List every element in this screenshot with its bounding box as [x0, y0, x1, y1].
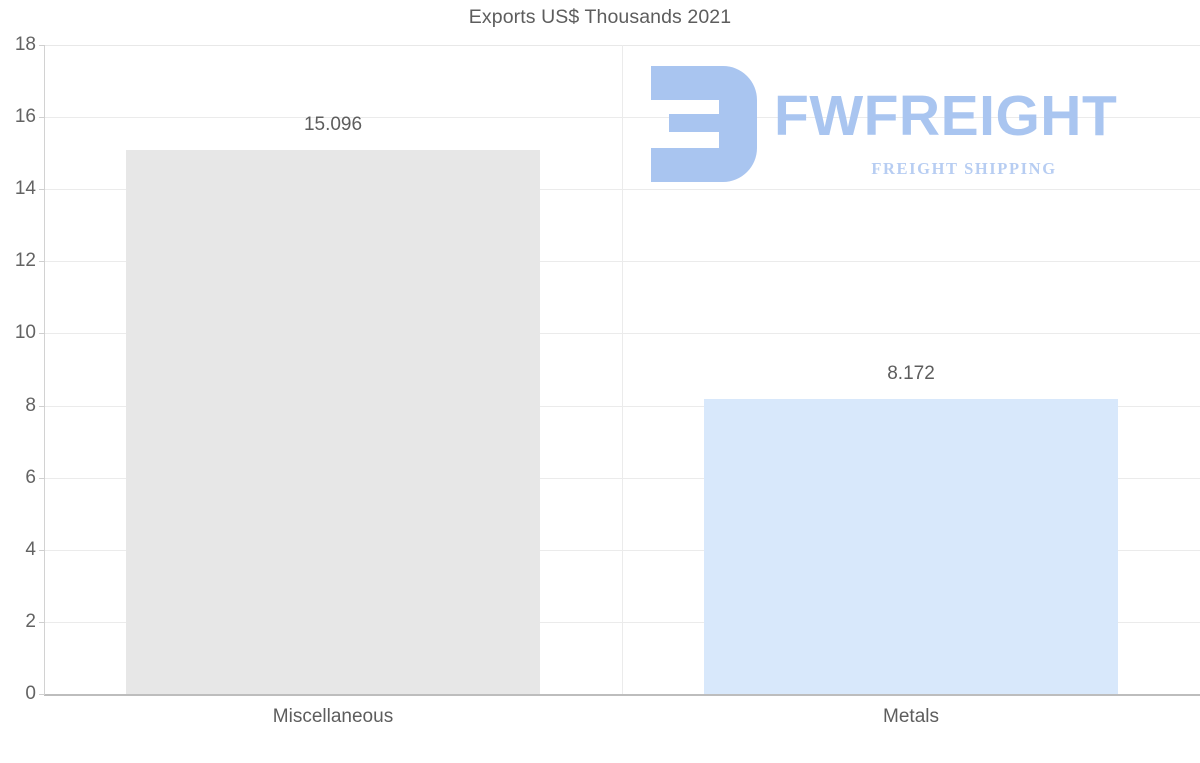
- y-tick-mark: [39, 694, 45, 695]
- y-tick-label: 0: [25, 683, 36, 704]
- x-tick-label: Metals: [883, 706, 939, 727]
- y-tick-label: 12: [14, 250, 36, 272]
- y-tick-mark: [39, 333, 45, 335]
- y-tick-label: 18: [14, 34, 36, 55]
- plot-area: [44, 45, 1200, 695]
- y-tick-mark: [39, 189, 45, 191]
- x-axis-line: [44, 694, 1200, 696]
- y-tick-label: 2: [25, 610, 36, 632]
- y-axis-line: [44, 45, 45, 695]
- y-tick-mark: [39, 117, 45, 119]
- y-tick-label: 8: [25, 394, 36, 416]
- y-tick-mark: [39, 45, 45, 46]
- y-tick-label: 4: [25, 538, 36, 560]
- y-tick-label: 10: [14, 322, 36, 344]
- x-tick-label: Miscellaneous: [272, 706, 394, 727]
- y-tick-label: 14: [14, 178, 36, 200]
- y-tick-mark: [39, 549, 45, 551]
- bar[interactable]: [125, 149, 541, 694]
- bar[interactable]: [703, 399, 1119, 694]
- y-tick-mark: [39, 477, 45, 479]
- bar-value-label: 15.096: [303, 113, 363, 135]
- chart-title: Exports US$ Thousands 2021: [468, 6, 732, 28]
- bar-value-label: 8.172: [887, 363, 935, 385]
- y-tick-mark: [39, 621, 45, 623]
- y-tick-label: 16: [14, 106, 36, 128]
- y-tick-label: 6: [25, 466, 36, 488]
- gridline-vertical: [622, 45, 623, 694]
- y-tick-mark: [39, 261, 45, 263]
- y-tick-mark: [39, 405, 45, 407]
